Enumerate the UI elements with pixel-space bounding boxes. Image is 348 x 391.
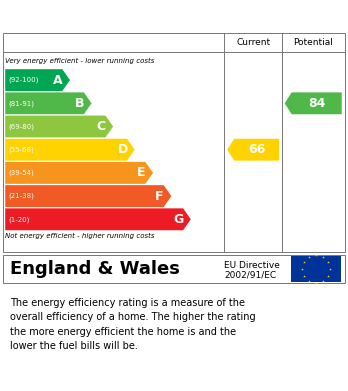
Polygon shape: [5, 162, 153, 184]
Text: Energy Efficiency Rating: Energy Efficiency Rating: [10, 9, 220, 23]
Polygon shape: [5, 116, 113, 138]
Polygon shape: [227, 139, 279, 161]
Text: C: C: [97, 120, 106, 133]
Text: Not energy efficient - higher running costs: Not energy efficient - higher running co…: [5, 233, 155, 239]
Text: England & Wales: England & Wales: [10, 260, 180, 278]
Polygon shape: [5, 92, 92, 114]
Text: Very energy efficient - lower running costs: Very energy efficient - lower running co…: [5, 58, 155, 64]
Polygon shape: [5, 208, 191, 230]
Polygon shape: [5, 185, 171, 207]
Text: (55-68): (55-68): [8, 147, 34, 153]
Text: (92-100): (92-100): [8, 77, 38, 83]
Text: (1-20): (1-20): [8, 216, 29, 222]
Text: E: E: [137, 167, 145, 179]
Bar: [291, 256, 341, 282]
Text: F: F: [155, 190, 164, 203]
Polygon shape: [285, 92, 342, 114]
Polygon shape: [5, 139, 135, 161]
Text: B: B: [75, 97, 85, 110]
Text: EU Directive: EU Directive: [224, 261, 280, 270]
Text: 2002/91/EC: 2002/91/EC: [224, 270, 277, 279]
Text: The energy efficiency rating is a measure of the
overall efficiency of a home. T: The energy efficiency rating is a measur…: [10, 298, 256, 351]
Text: (21-38): (21-38): [8, 193, 34, 199]
Text: D: D: [118, 143, 128, 156]
Text: (81-91): (81-91): [8, 100, 34, 107]
Text: G: G: [174, 213, 184, 226]
Polygon shape: [5, 69, 70, 91]
Text: 84: 84: [308, 97, 325, 110]
Text: Potential: Potential: [293, 38, 333, 47]
Text: (39-54): (39-54): [8, 170, 34, 176]
Text: Current: Current: [236, 38, 270, 47]
Text: 66: 66: [248, 143, 265, 156]
Text: (69-80): (69-80): [8, 123, 34, 130]
Text: A: A: [53, 74, 63, 87]
